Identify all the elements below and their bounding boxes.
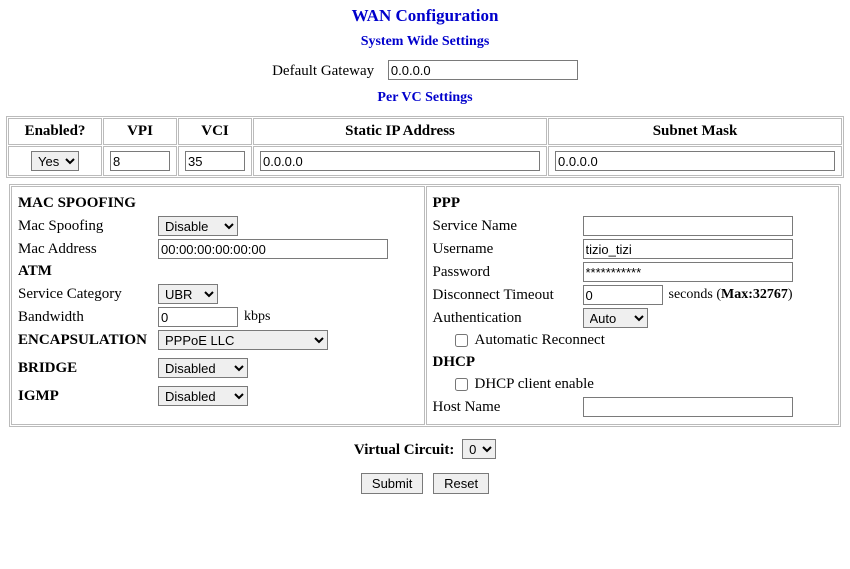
- dhcp-heading: DHCP: [433, 354, 833, 371]
- col-subnet: Subnet Mask: [548, 118, 842, 145]
- timeout-unit: seconds (Max:32767): [669, 287, 793, 303]
- password-label: Password: [433, 264, 583, 281]
- service-category-select[interactable]: UBR: [158, 284, 218, 304]
- table-row: Yes: [8, 146, 842, 176]
- service-name-label: Service Name: [433, 218, 583, 235]
- dhcp-client-checkbox[interactable]: [455, 378, 468, 391]
- col-vci: VCI: [178, 118, 252, 145]
- col-static-ip: Static IP Address: [253, 118, 547, 145]
- vpi-input[interactable]: [110, 151, 170, 171]
- settings-table: MAC SPOOFING Mac Spoofing Disable Mac Ad…: [9, 184, 841, 427]
- mac-spoofing-select[interactable]: Disable: [158, 216, 238, 236]
- reset-button[interactable]: Reset: [433, 473, 489, 494]
- mac-spoofing-label: Mac Spoofing: [18, 218, 158, 235]
- subnet-input[interactable]: [555, 151, 835, 171]
- username-input[interactable]: [583, 239, 793, 259]
- bridge-heading: BRIDGE: [18, 360, 158, 377]
- dhcp-client-label: DHCP client enable: [475, 376, 594, 393]
- enabled-select[interactable]: Yes: [31, 151, 79, 171]
- auto-reconnect-label: Automatic Reconnect: [475, 332, 605, 349]
- disconnect-timeout-input[interactable]: [583, 285, 663, 305]
- static-ip-input[interactable]: [260, 151, 540, 171]
- authentication-label: Authentication: [433, 310, 583, 327]
- virtual-circuit-label: Virtual Circuit:: [354, 442, 454, 458]
- mac-address-input[interactable]: [158, 239, 388, 259]
- default-gateway-input[interactable]: [388, 60, 578, 80]
- encapsulation-select[interactable]: PPPoE LLC: [158, 330, 328, 350]
- username-label: Username: [433, 241, 583, 258]
- encapsulation-heading: ENCAPSULATION: [18, 332, 158, 349]
- system-wide-heading: System Wide Settings: [0, 34, 850, 50]
- page-title: WAN Configuration: [0, 6, 850, 26]
- password-input[interactable]: [583, 262, 793, 282]
- bandwidth-label: Bandwidth: [18, 309, 158, 326]
- service-category-label: Service Category: [18, 286, 158, 303]
- col-vpi: VPI: [103, 118, 177, 145]
- disconnect-timeout-label: Disconnect Timeout: [433, 287, 583, 304]
- auto-reconnect-checkbox[interactable]: [455, 334, 468, 347]
- mac-spoofing-heading: MAC SPOOFING: [18, 195, 418, 212]
- host-name-label: Host Name: [433, 399, 583, 416]
- atm-heading: ATM: [18, 263, 418, 280]
- service-name-input[interactable]: [583, 216, 793, 236]
- mac-address-label: Mac Address: [18, 241, 158, 258]
- per-vc-heading: Per VC Settings: [0, 90, 850, 106]
- bandwidth-input[interactable]: [158, 307, 238, 327]
- vc-table: Enabled? VPI VCI Static IP Address Subne…: [6, 116, 844, 178]
- host-name-input[interactable]: [583, 397, 793, 417]
- ppp-heading: PPP: [433, 195, 833, 212]
- bridge-select[interactable]: Disabled: [158, 358, 248, 378]
- submit-button[interactable]: Submit: [361, 473, 423, 494]
- col-enabled: Enabled?: [8, 118, 102, 145]
- virtual-circuit-select[interactable]: 0: [462, 439, 496, 459]
- vci-input[interactable]: [185, 151, 245, 171]
- default-gateway-label: Default Gateway: [272, 63, 374, 79]
- bandwidth-unit: kbps: [244, 309, 270, 325]
- authentication-select[interactable]: Auto: [583, 308, 648, 328]
- igmp-select[interactable]: Disabled: [158, 386, 248, 406]
- igmp-heading: IGMP: [18, 388, 158, 405]
